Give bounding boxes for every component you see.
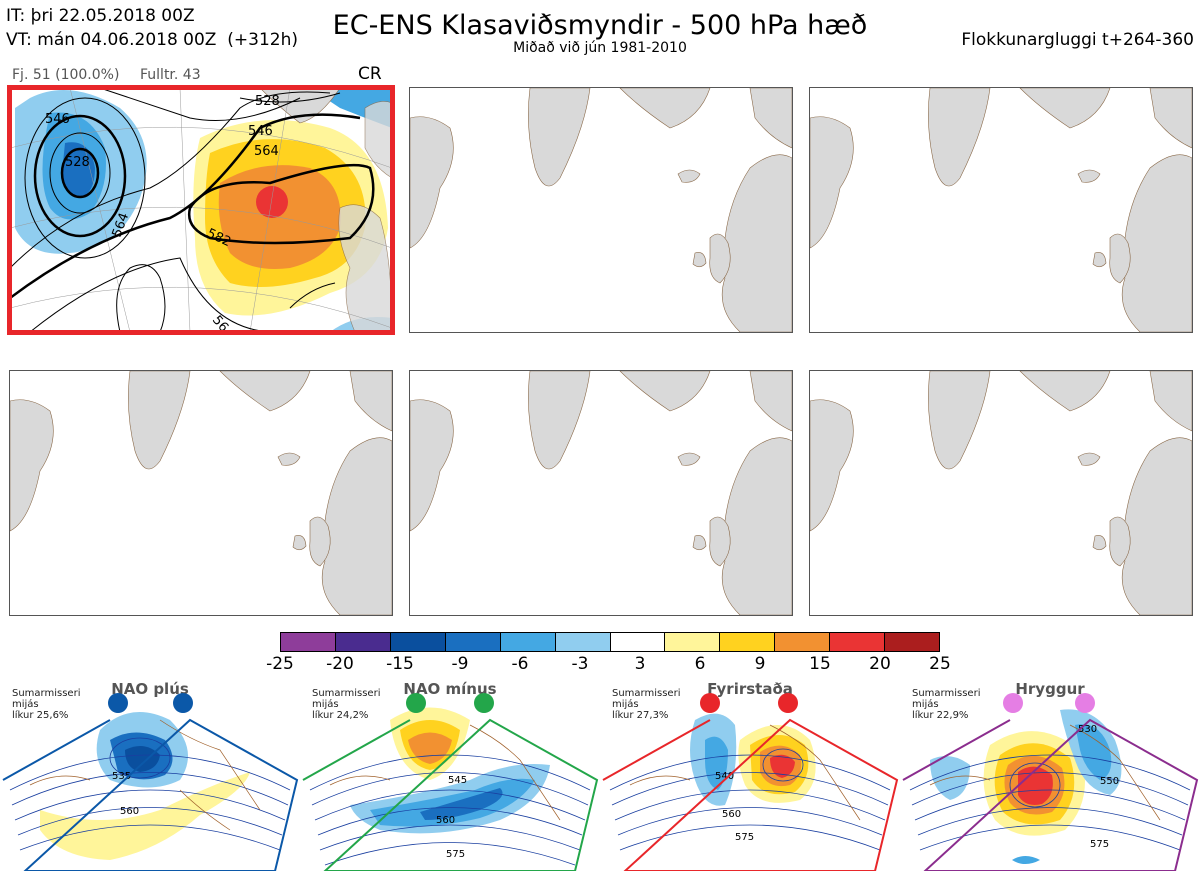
regime-map: 545 560 575 xyxy=(302,693,599,871)
contour-label: 535 xyxy=(112,771,131,782)
regime-description: Sumarmisseri mijás líkur 24,2% xyxy=(312,688,381,721)
contour-label: 564 xyxy=(254,144,279,159)
contour-label: 530 xyxy=(1078,724,1097,735)
contour-label: 575 xyxy=(1090,839,1109,850)
regime-blocking: Fyrirstaða Sumarmisseri mijás líkur 27,3… xyxy=(600,680,900,871)
regime-title: NAO mínus xyxy=(403,680,497,698)
regime-description: Sumarmisseri mijás líkur 22,9% xyxy=(912,688,981,721)
map-background xyxy=(410,88,792,332)
colorbar-segment xyxy=(500,633,556,651)
regime-description: Sumarmisseri mijás líkur 27,3% xyxy=(612,688,681,721)
regime-code: CR xyxy=(358,64,382,84)
colorbar-tick-label: 20 xyxy=(869,654,891,674)
regime-map: 535 560 xyxy=(2,693,299,871)
regime-ridge: Hryggur Sumarmisseri mijás líkur 22,9% 5… xyxy=(900,680,1200,871)
cluster-map: 546 528 546 564 528 564 582 564 xyxy=(10,88,392,332)
colorbar-tick-label: -6 xyxy=(511,654,529,674)
map-background xyxy=(810,88,1192,332)
empty-map-panel-6[interactable] xyxy=(809,370,1193,616)
contour-label: 550 xyxy=(1100,776,1119,787)
valid-time: VT: mán 04.06.2018 00Z (+312h) xyxy=(6,30,298,50)
contour-label: 560 xyxy=(120,806,139,817)
contour-label: 575 xyxy=(735,832,754,843)
colorbar-segment xyxy=(445,633,501,651)
colorbar-segment xyxy=(830,633,886,651)
colorbar-segment xyxy=(555,633,611,651)
colorbar-segment xyxy=(885,633,940,651)
contour-label: 540 xyxy=(715,771,734,782)
colorbar-tick-label: -20 xyxy=(326,654,354,674)
map-background xyxy=(410,371,792,615)
empty-map-panel-2[interactable] xyxy=(409,87,793,333)
regime-nao-minus: NAO mínus Sumarmisseri mijás líkur 24,2%… xyxy=(300,680,600,871)
empty-map-panel-5[interactable] xyxy=(409,370,793,616)
contour-label: 528 xyxy=(65,155,90,170)
init-time: IT: þri 22.05.2018 00Z xyxy=(6,6,195,26)
map-background xyxy=(10,371,392,615)
colorbar-tick-label: 9 xyxy=(754,654,766,674)
colorbar-tick-label: -25 xyxy=(266,654,294,674)
colorbar-tick-label: 3 xyxy=(634,654,646,674)
regime-map: 530 550 575 xyxy=(902,693,1199,871)
contour-label: 560 xyxy=(722,809,741,820)
contour-label: 545 xyxy=(448,775,467,786)
colorbar-tick-label: -3 xyxy=(571,654,589,674)
contour-label: 546 xyxy=(45,112,70,127)
contour-label: 560 xyxy=(436,815,455,826)
contour-label: 575 xyxy=(446,849,465,860)
colorbar-tick-label: -9 xyxy=(451,654,469,674)
cluster-representative: Fulltr. 43 xyxy=(140,67,201,83)
colorbar-segment xyxy=(390,633,446,651)
cluster-map-panel[interactable]: 546 528 546 564 528 564 582 564 xyxy=(7,85,395,335)
map-background xyxy=(810,371,1192,615)
regime-nao-plus: NAO plús Sumarmisseri mijás líkur 25,6% … xyxy=(0,680,300,871)
cluster-member-count: Fj. 51 (100.0%) xyxy=(12,67,120,83)
regime-title: NAO plús xyxy=(111,680,189,698)
colorbar-segment xyxy=(610,633,666,651)
regime-title: Fyrirstaða xyxy=(707,680,793,698)
regime-title: Hryggur xyxy=(1015,680,1085,698)
colorbar-tick-label: 15 xyxy=(809,654,831,674)
classification-window: Flokkunargluggi t+264-360 xyxy=(961,30,1194,50)
colorbar-segment xyxy=(720,633,776,651)
contour-label: 528 xyxy=(255,94,280,109)
colorbar-tick-label: 6 xyxy=(694,654,706,674)
colorbar-tick-label: -15 xyxy=(386,654,414,674)
colorbar-segment xyxy=(775,633,831,651)
colorbar-segment xyxy=(665,633,721,651)
empty-map-panel-4[interactable] xyxy=(9,370,393,616)
colorbar-segment xyxy=(335,633,391,651)
colorbar-segment xyxy=(281,633,336,651)
colorbar xyxy=(280,632,940,652)
page-title: EC-ENS Klasaviðsmyndir - 500 hPa hæð xyxy=(332,10,868,41)
colorbar-tick-label: 25 xyxy=(929,654,951,674)
contour-label: 546 xyxy=(248,124,273,139)
regime-map: 540 560 575 xyxy=(602,693,899,871)
page-subtitle: Miðað við jún 1981-2010 xyxy=(513,40,687,56)
empty-map-panel-3[interactable] xyxy=(809,87,1193,333)
regime-description: Sumarmisseri mijás líkur 25,6% xyxy=(12,688,81,721)
